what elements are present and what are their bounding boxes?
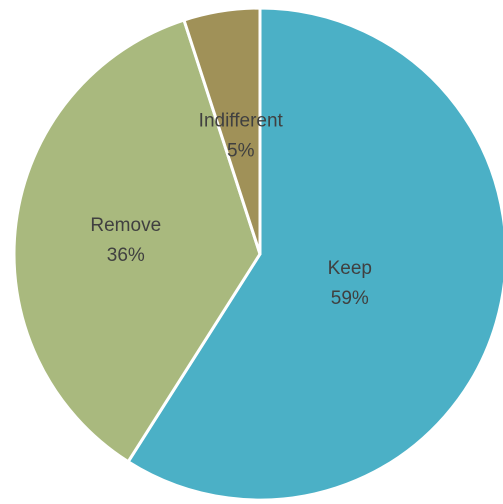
pie-label-remove: Remove (90, 215, 161, 236)
pie-label-indifferent: Indifferent (199, 111, 284, 132)
pie-value-keep: 59% (331, 288, 369, 309)
pie-label-keep: Keep (328, 258, 372, 279)
pie-slice-keep (126, 6, 503, 502)
pie-slice-indifferent (182, 6, 262, 256)
pie-labels: Keep 59% Remove 36% Indifferent 5% (90, 111, 372, 310)
pie-value-indifferent: 5% (227, 141, 255, 162)
pie-slice-remove (12, 18, 262, 464)
pie-slices (12, 6, 503, 502)
pie-value-remove: 36% (107, 245, 145, 266)
